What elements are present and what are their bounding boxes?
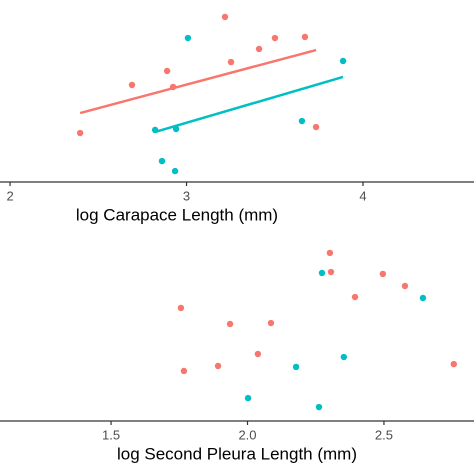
point xyxy=(158,157,166,165)
point xyxy=(301,33,309,41)
point xyxy=(255,45,263,53)
point xyxy=(267,319,275,327)
point xyxy=(128,81,136,89)
point xyxy=(298,117,306,125)
point xyxy=(419,294,427,302)
point xyxy=(184,34,192,42)
x-tick-label: 2.5 xyxy=(375,427,393,442)
point xyxy=(340,353,348,361)
point xyxy=(326,249,334,257)
x-tick-label: 3 xyxy=(183,188,190,203)
x-tick-label: 1.5 xyxy=(102,427,120,442)
point xyxy=(76,129,84,137)
point xyxy=(244,394,252,402)
point xyxy=(379,270,387,278)
point xyxy=(318,269,326,277)
point xyxy=(214,362,222,370)
x-tick-label: 2.0 xyxy=(238,427,256,442)
point xyxy=(315,403,323,411)
x-tick-label: 4 xyxy=(359,188,366,203)
point xyxy=(226,320,234,328)
point xyxy=(312,123,320,131)
x-tick-label: 2 xyxy=(6,188,13,203)
point xyxy=(339,57,347,65)
point xyxy=(171,167,179,175)
point xyxy=(351,293,359,301)
point xyxy=(254,350,262,358)
point xyxy=(227,58,235,66)
point xyxy=(292,363,300,371)
x-axis-title: log Second Pleura Length (mm) xyxy=(117,444,357,463)
point xyxy=(271,34,279,42)
point xyxy=(327,268,335,276)
fit-line xyxy=(79,48,317,115)
point xyxy=(450,360,458,368)
point xyxy=(163,67,171,75)
point xyxy=(221,13,229,21)
fit-line xyxy=(154,75,344,134)
x-axis-title: log Carapace Length (mm) xyxy=(76,205,278,224)
point xyxy=(180,367,188,375)
point xyxy=(401,282,409,290)
point xyxy=(177,304,185,312)
